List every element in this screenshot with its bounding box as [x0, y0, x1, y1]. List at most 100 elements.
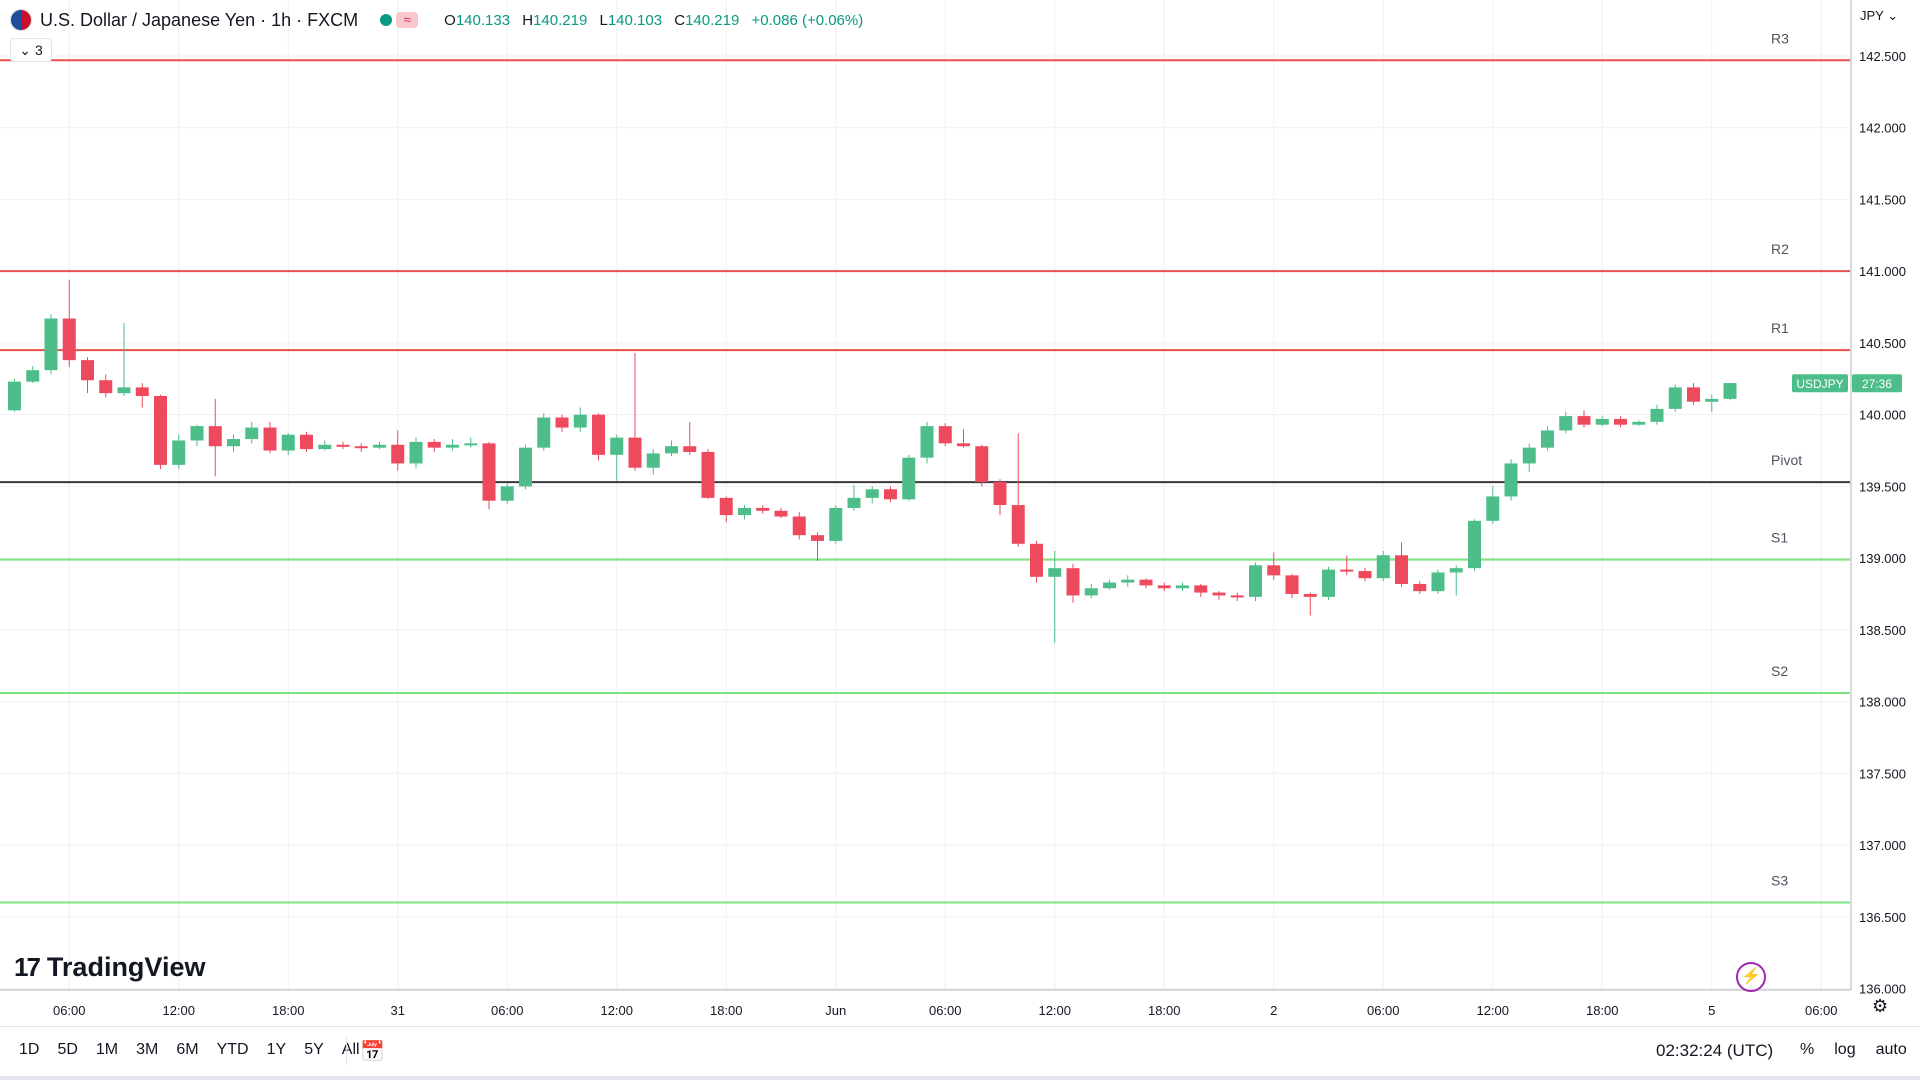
candle-body — [1322, 569, 1335, 597]
candle-body — [1011, 505, 1025, 544]
candle-body — [738, 507, 751, 516]
ohlc-readout: O140.133 H140.219 L140.103 C140.219 +0.0… — [444, 11, 864, 29]
candle-body — [172, 440, 186, 465]
market-open-status-icon[interactable] — [380, 14, 393, 26]
candle-body — [1413, 583, 1427, 592]
candle-body — [1431, 572, 1445, 592]
currency-selector[interactable]: JPY ⌄ — [1860, 8, 1899, 23]
candle-body — [519, 447, 532, 487]
candle-body — [1486, 496, 1500, 521]
candle-body — [1121, 579, 1135, 583]
range-button-5d[interactable]: 5D — [57, 1041, 78, 1058]
range-button-5y[interactable]: 5Y — [304, 1041, 324, 1058]
candle-body — [938, 426, 952, 444]
candle-body — [1285, 575, 1299, 594]
candle-body — [1358, 571, 1372, 579]
candle-body — [409, 441, 423, 464]
candle-body — [957, 443, 970, 447]
candle-body — [610, 437, 624, 455]
candle-body — [1541, 430, 1554, 448]
range-button-6m[interactable]: 6M — [176, 1041, 199, 1058]
candle-body — [1687, 387, 1700, 402]
range-button-1m[interactable]: 1M — [95, 1041, 119, 1058]
candle-body — [1176, 585, 1189, 589]
range-button-3m[interactable]: 3M — [136, 1041, 159, 1058]
data-delay-icon[interactable]: ≈ — [396, 12, 419, 28]
y-tick-label: 137.500 — [1859, 766, 1906, 781]
percent-scale-toggle[interactable]: % — [1800, 1041, 1815, 1058]
y-tick-label: 141.000 — [1859, 264, 1906, 279]
candle-body — [263, 427, 277, 451]
x-tick-label: 06:00 — [929, 1003, 962, 1018]
log-scale-toggle[interactable]: log — [1834, 1041, 1856, 1058]
candle-body — [1030, 543, 1043, 577]
candle-body — [500, 486, 514, 501]
candle-body — [190, 426, 204, 441]
auto-scale-toggle[interactable]: auto — [1875, 1041, 1907, 1058]
level-label-r2: R2 — [1771, 241, 1789, 257]
x-tick-label: 06:00 — [491, 1003, 524, 1018]
date-range-buttons: 1D 5D 1M 3M 6M YTD 1Y 5Y All — [10, 1041, 369, 1059]
range-button-1d[interactable]: 1D — [19, 1041, 40, 1058]
price-chart[interactable]: 142.500 142.000 141.500 141.000 140.500 140.0… — [0, 0, 1920, 1026]
y-tick-label: 138.500 — [1859, 623, 1906, 638]
candle-body — [1449, 568, 1463, 573]
candle-body — [1230, 595, 1244, 598]
symbol-header: U.S. Dollar / Japanese Yen · 1h · FXCM ≈… — [10, 8, 863, 32]
x-tick-label: 2 — [1270, 1003, 1277, 1018]
y-tick-label: 139.500 — [1859, 479, 1906, 494]
candle-body — [245, 427, 259, 440]
candle-body — [464, 443, 478, 446]
x-tick-label: 5 — [1708, 1003, 1715, 1018]
level-label-r3: R3 — [1771, 30, 1789, 46]
candle-body — [1595, 418, 1609, 425]
candle-body — [1376, 555, 1390, 579]
candle-body — [446, 444, 459, 448]
range-button-1y[interactable]: 1Y — [266, 1041, 287, 1058]
x-tick-label: 12:00 — [1038, 1003, 1071, 1018]
range-button-ytd[interactable]: YTD — [216, 1041, 249, 1058]
candle-body — [135, 387, 149, 396]
tradingview-logo[interactable]: 17 TradingView — [14, 952, 205, 983]
candle-body — [1066, 568, 1080, 596]
candle-body — [884, 489, 897, 500]
level-label-r1: R1 — [1771, 320, 1789, 336]
y-tick-label: 141.500 — [1859, 192, 1906, 207]
y-tick-label: 139.000 — [1859, 551, 1906, 566]
goto-date-calendar-icon[interactable]: 📅 — [360, 1041, 385, 1063]
settings-gear-icon[interactable]: ⚙ — [1872, 996, 1889, 1016]
indicators-count: 3 — [34, 42, 43, 58]
utc-clock[interactable]: 02:32:24 (UTC) — [1656, 1041, 1774, 1060]
candle-body — [756, 507, 770, 511]
open-value: 140.133 — [455, 11, 511, 29]
candle-body — [665, 446, 678, 454]
low-value: 140.103 — [607, 11, 663, 29]
candle-body — [227, 439, 240, 447]
lightning-icon[interactable]: ⚡ — [1736, 962, 1766, 992]
y-tick-label: 136.000 — [1859, 982, 1906, 997]
symbol-title[interactable]: U.S. Dollar / Japanese Yen · 1h · FXCM — [40, 9, 359, 30]
candle-body — [44, 318, 58, 371]
candle-body — [8, 381, 21, 411]
candle-body — [1267, 565, 1281, 576]
candle-body — [81, 360, 94, 381]
candle-body — [336, 444, 350, 447]
y-tick-label: 142.500 — [1859, 49, 1906, 64]
candle-body — [811, 535, 824, 541]
tradingview-logo-text: TradingView — [46, 952, 206, 982]
candle-body — [774, 510, 788, 517]
candle-body — [1468, 520, 1481, 569]
candle-body — [1504, 463, 1518, 497]
level-label-s1: S1 — [1771, 530, 1788, 546]
candle-body — [865, 489, 879, 498]
candle-body — [1632, 421, 1646, 425]
candle-body — [26, 370, 40, 382]
high-value: 140.219 — [533, 11, 588, 29]
candle-body — [683, 446, 697, 452]
candle-body — [1084, 588, 1098, 596]
indicators-toggle-button[interactable]: ⌄ 3 — [10, 38, 52, 62]
candle-body — [1723, 383, 1737, 399]
change-value: +0.086 (+0.06%) — [751, 11, 864, 29]
candle-body — [354, 446, 368, 449]
toolbar-divider — [346, 1037, 347, 1065]
